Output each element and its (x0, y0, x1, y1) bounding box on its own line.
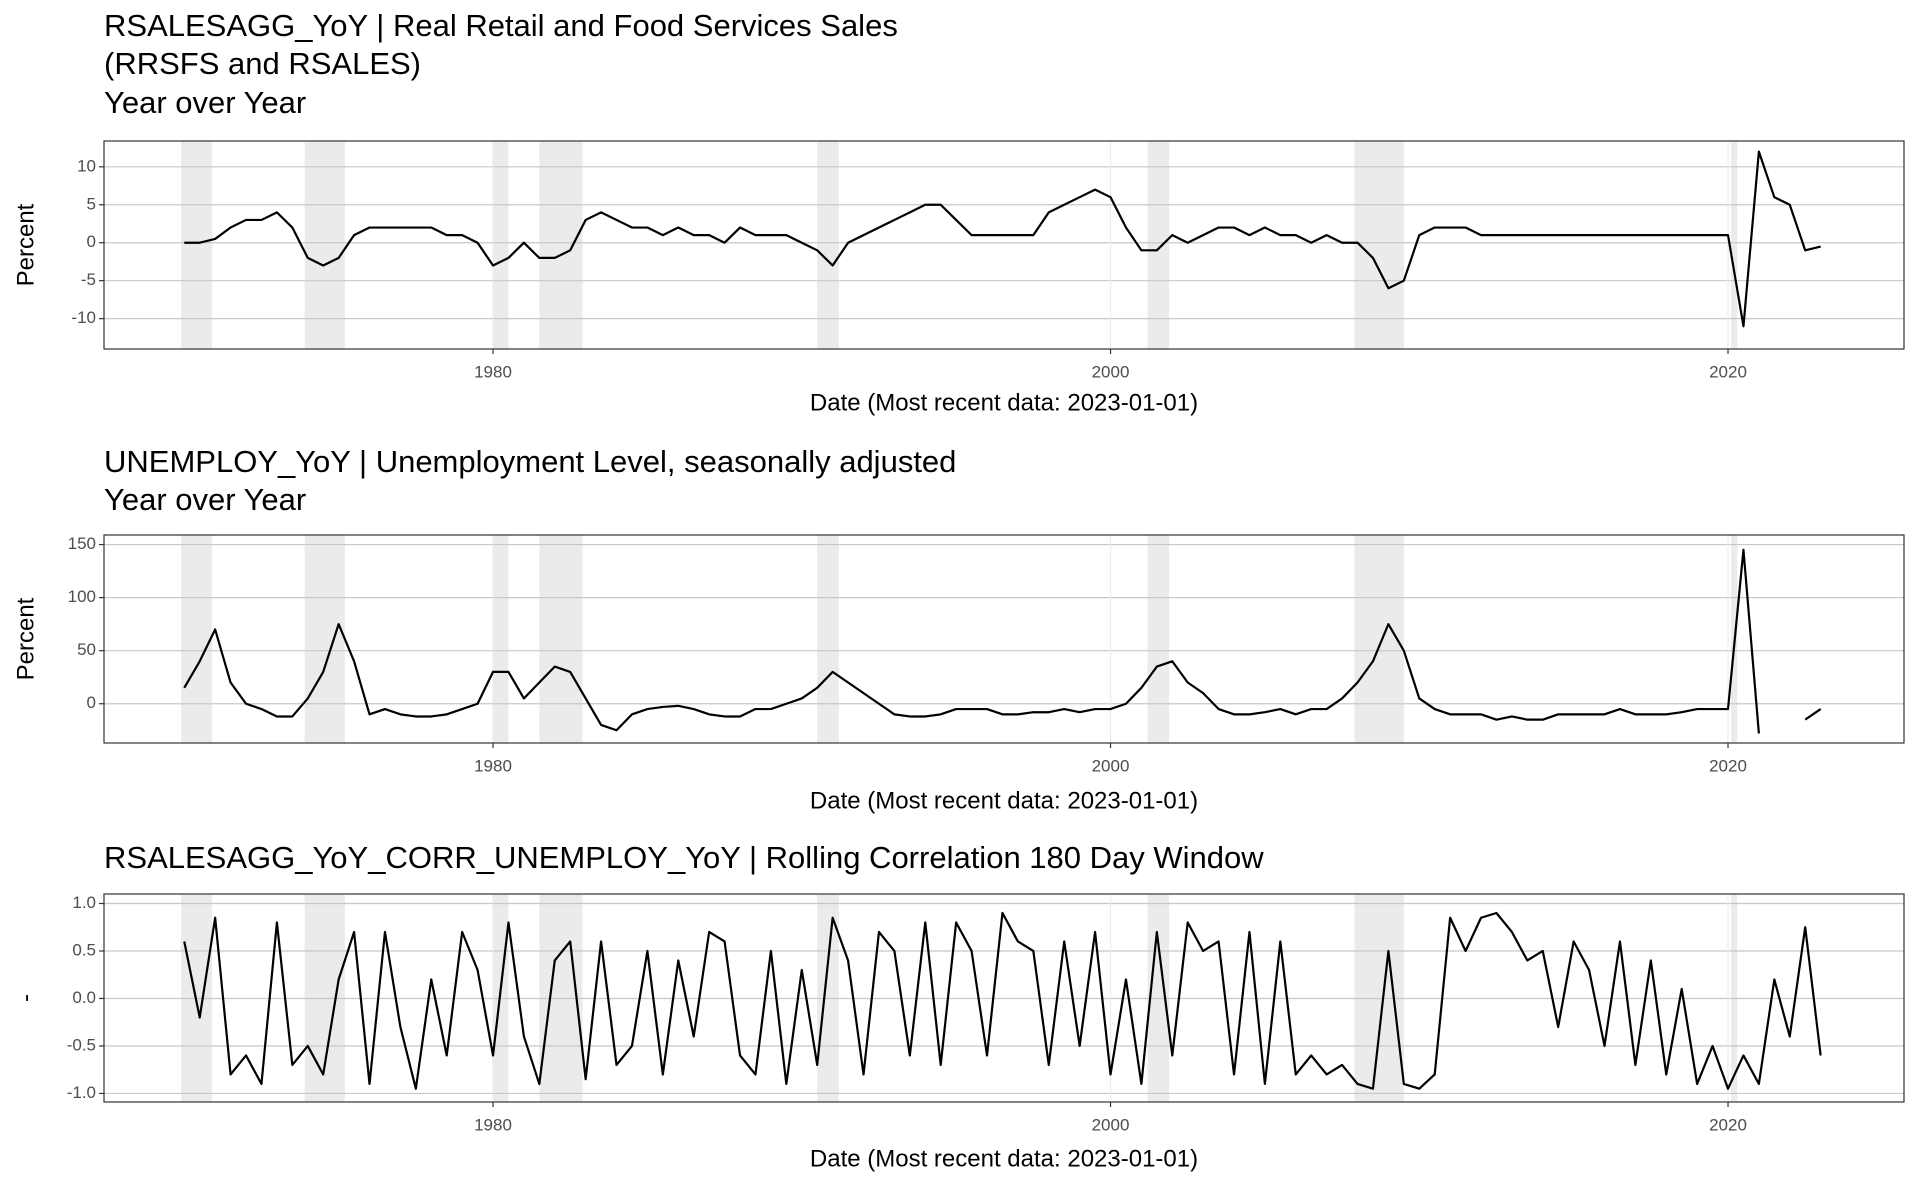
x-tick-label: 2000 (1092, 756, 1130, 775)
x-tick-label: 1980 (474, 756, 512, 775)
panel-background (104, 141, 1904, 349)
y-tick-label: 100 (68, 587, 96, 606)
chart-title: UNEMPLOY_YoY | Unemployment Level, seaso… (104, 444, 956, 479)
recession-band (817, 535, 839, 743)
panel-border (103, 140, 1905, 350)
recession-band (1147, 535, 1170, 743)
chart-title: RSALESAGG_YoY_CORR_UNEMPLOY_YoY | Rollin… (104, 840, 1264, 875)
x-axis-title: Date (Most recent data: 2023-01-01) (810, 787, 1198, 814)
y-axis-title: Percent (12, 597, 39, 680)
recession-band (181, 141, 213, 349)
recession-band (181, 535, 213, 743)
recession-band (304, 141, 345, 349)
x-tick-label: 2020 (1709, 362, 1747, 381)
recession-band (539, 535, 583, 743)
y-tick-label: 5 (87, 194, 96, 213)
y-tick-label: 1.0 (72, 893, 96, 912)
recession-band (1731, 141, 1738, 349)
y-tick-label: -1.0 (67, 1083, 96, 1102)
chart-title: RSALESAGG_YoY | Real Retail and Food Ser… (104, 8, 898, 43)
chart-title: Year over Year (104, 482, 306, 517)
panel-border (103, 893, 1905, 1103)
recession-band (493, 141, 509, 349)
x-tick-label: 2020 (1709, 1115, 1747, 1134)
x-tick-label: 2020 (1709, 756, 1747, 775)
recession-band (493, 535, 509, 743)
y-tick-label: 150 (68, 534, 96, 553)
y-tick-label: 0 (87, 232, 96, 251)
recession-band (1354, 141, 1404, 349)
panel-background (104, 535, 1904, 743)
chart-title: Year over Year (104, 85, 306, 120)
chart-title: (RRSFS and RSALES) (104, 46, 421, 81)
data-line (183, 548, 1822, 734)
data-line (184, 150, 1821, 328)
y-tick-label: 50 (77, 640, 96, 659)
y-tick-label: -5 (81, 270, 96, 289)
y-tick-label: 0.0 (72, 988, 96, 1007)
x-tick-label: 1980 (474, 362, 512, 381)
recession-band (1147, 141, 1170, 349)
x-axis-title: Date (Most recent data: 2023-01-01) (810, 1145, 1198, 1172)
panel-border (103, 534, 1905, 744)
y-tick-label: -0.5 (67, 1035, 96, 1054)
recession-band (304, 535, 345, 743)
x-tick-label: 2000 (1092, 1115, 1130, 1134)
x-tick-label: 2000 (1092, 362, 1130, 381)
y-axis-title: Percent (12, 203, 39, 286)
data-line (183, 911, 1822, 1090)
x-axis-title: Date (Most recent data: 2023-01-01) (810, 389, 1198, 416)
y-tick-label: 0.5 (72, 940, 96, 959)
y-axis-title: - (12, 994, 39, 1002)
recession-band (539, 141, 583, 349)
recession-band (1354, 535, 1404, 743)
y-tick-label: 0 (87, 693, 96, 712)
y-tick-label: 10 (77, 156, 96, 175)
y-tick-label: -10 (71, 308, 96, 327)
recession-band (817, 141, 839, 349)
x-tick-label: 1980 (474, 1115, 512, 1134)
